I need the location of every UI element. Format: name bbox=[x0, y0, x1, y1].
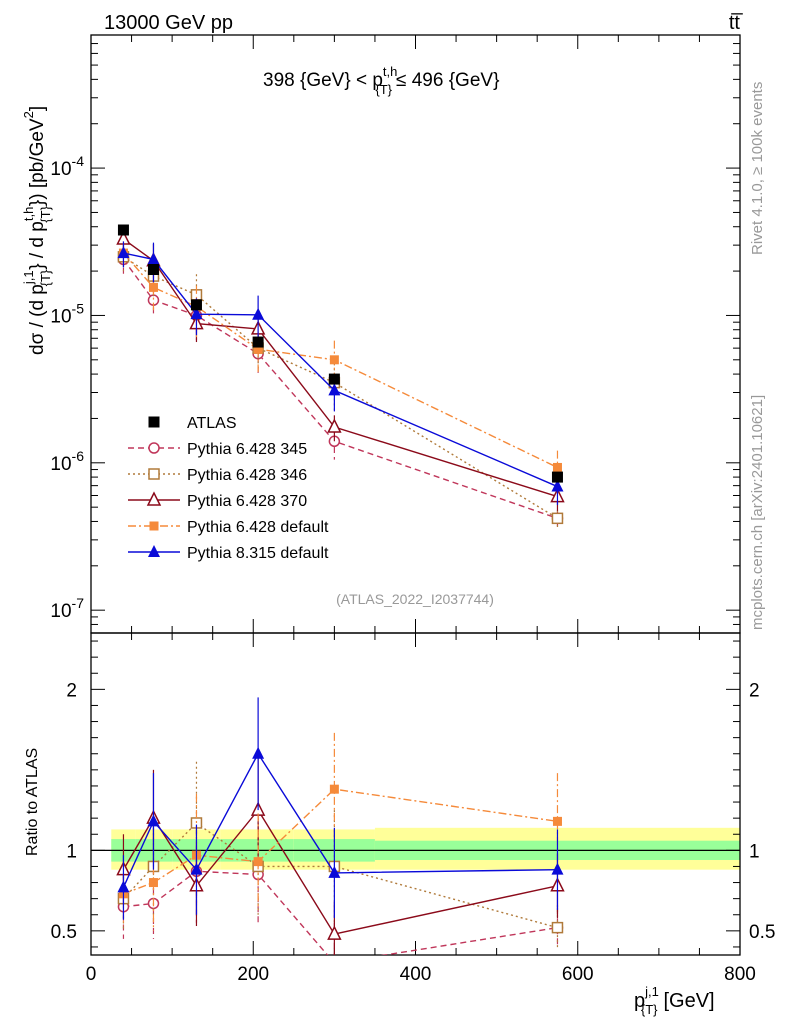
ratio-line bbox=[122, 808, 558, 935]
ratio-tick-label: 0.5 bbox=[51, 922, 77, 943]
legend-entry: Pythia 6.428 default bbox=[187, 519, 329, 536]
ratio-line bbox=[123, 788, 558, 895]
ratio-marker bbox=[147, 814, 160, 827]
ratio-marker bbox=[551, 921, 564, 934]
y-tick-label: 10-7 bbox=[50, 595, 84, 622]
ratio-tick-label-right: 2 bbox=[749, 680, 760, 701]
legend-entry: Pythia 6.428 345 bbox=[187, 441, 307, 458]
series-marker bbox=[253, 344, 263, 354]
rivet-label: Rivet 4.1.0, ≥ 100k events bbox=[749, 82, 766, 255]
ratio-tick-label-right: 1 bbox=[749, 841, 760, 862]
series-line bbox=[123, 238, 558, 498]
x-tick-label: 600 bbox=[562, 964, 594, 985]
series-marker bbox=[117, 246, 130, 259]
series-line bbox=[122, 259, 558, 519]
ratio-marker bbox=[327, 925, 342, 940]
legend-entry: ATLAS bbox=[187, 415, 237, 432]
ratio-marker bbox=[552, 816, 562, 826]
atlas-data-point bbox=[551, 471, 563, 483]
legend-marker bbox=[146, 491, 162, 506]
ratio-tick-label: 2 bbox=[66, 680, 77, 701]
ratio-marker bbox=[148, 878, 158, 888]
atlas-data-point bbox=[252, 336, 264, 348]
legend-marker bbox=[148, 442, 160, 454]
series-marker bbox=[329, 355, 339, 365]
analysis-watermark: (ATLAS_2022_I2037744) bbox=[336, 591, 494, 607]
ratio-marker bbox=[329, 784, 339, 794]
ratio-marker bbox=[253, 857, 263, 867]
series-marker bbox=[327, 418, 342, 433]
ratio-marker bbox=[190, 862, 203, 875]
atlas-data-point bbox=[190, 299, 202, 311]
legend-marker bbox=[148, 416, 160, 428]
energy-label: 13000 GeV pp bbox=[104, 12, 233, 34]
ratio-tick-label-right: 0.5 bbox=[749, 922, 775, 943]
y-axis-label: dσ / (d pj,1 {T}} / d pt,h {T}}) [pb/GeV2] bbox=[21, 106, 53, 355]
chart-title: 398 {GeV} < pt,h {T} ≤ 496 {GeV} bbox=[263, 64, 499, 97]
series-line bbox=[123, 256, 558, 519]
atlas-data-point bbox=[147, 264, 159, 276]
legend-marker bbox=[149, 521, 159, 531]
y-tick-label: 10-6 bbox=[50, 448, 84, 475]
series-line bbox=[123, 252, 558, 488]
mcplots-label: mcplots.cern.ch [arXiv:2401.10621] bbox=[749, 395, 766, 630]
legend-entry: Pythia 6.428 346 bbox=[187, 467, 307, 484]
x-tick-label: 400 bbox=[400, 964, 432, 985]
series-marker bbox=[190, 307, 203, 320]
ratio-series-group bbox=[116, 697, 565, 968]
ratio-line bbox=[123, 870, 558, 955]
series-marker bbox=[147, 252, 160, 265]
atlas-data-point bbox=[328, 373, 340, 385]
legend-entry: Pythia 6.428 370 bbox=[187, 493, 307, 510]
atlas-data-point bbox=[117, 224, 129, 236]
x-tick-label: 800 bbox=[724, 964, 756, 985]
ratio-panel-frame bbox=[90, 632, 741, 956]
x-tick-label: 0 bbox=[86, 964, 97, 985]
ratio-line bbox=[122, 752, 558, 888]
legend-marker bbox=[148, 468, 160, 480]
series-marker bbox=[551, 512, 564, 525]
ratio-marker bbox=[117, 880, 130, 893]
ratio-marker bbox=[329, 958, 339, 968]
series-marker bbox=[148, 282, 158, 292]
ratio-marker bbox=[252, 746, 265, 759]
ratio-tick-label: 1 bbox=[66, 841, 77, 862]
series-marker bbox=[252, 307, 265, 320]
series-marker bbox=[551, 479, 564, 492]
ratio-y-axis-label: Ratio to ATLAS bbox=[24, 748, 41, 856]
x-axis-label: pj,1 {T} [GeV] bbox=[634, 984, 715, 1017]
y-tick-label: 10-5 bbox=[50, 300, 84, 327]
series-line bbox=[122, 252, 558, 469]
x-tick-label: 200 bbox=[237, 964, 269, 985]
main-panel-frame bbox=[90, 34, 741, 634]
y-tick-label: 10-4 bbox=[50, 153, 84, 180]
series-marker bbox=[552, 462, 562, 472]
legend: ATLAS Pythia 6.428 345 Pythia 6.428 346 Pyt… bbox=[128, 415, 329, 562]
ratio-marker bbox=[328, 865, 341, 878]
ratio-marker bbox=[551, 862, 564, 875]
series-marker bbox=[328, 383, 341, 396]
legend-marker bbox=[148, 545, 160, 557]
legend-entry: Pythia 8.315 default bbox=[187, 545, 329, 562]
process-label: tt̅ bbox=[729, 12, 743, 34]
